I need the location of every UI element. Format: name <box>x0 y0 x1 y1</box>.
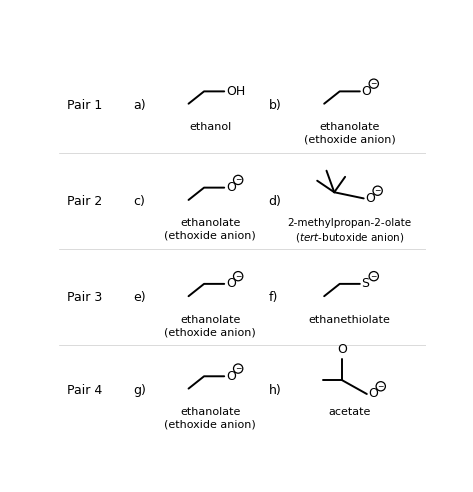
Text: O: O <box>337 343 347 356</box>
Text: O: O <box>226 370 236 383</box>
Text: acetate: acetate <box>329 407 371 417</box>
Text: Pair 1: Pair 1 <box>67 99 102 112</box>
Text: O: O <box>226 181 236 194</box>
Text: −: − <box>370 79 377 88</box>
Text: −: − <box>375 186 381 195</box>
Text: −: − <box>235 176 241 184</box>
Text: ethanolate
(ethoxide anion): ethanolate (ethoxide anion) <box>304 122 395 145</box>
Text: −: − <box>235 272 241 280</box>
Text: O: O <box>361 85 371 98</box>
Text: −: − <box>235 364 241 373</box>
Text: f): f) <box>268 291 278 304</box>
Text: c): c) <box>133 195 145 208</box>
Text: O: O <box>365 192 375 205</box>
Text: g): g) <box>133 384 146 397</box>
Text: OH: OH <box>226 85 245 98</box>
Text: b): b) <box>268 99 281 112</box>
Text: S: S <box>361 277 369 290</box>
Text: 2-methylpropan-2-olate
($\it{tert}$-butoxide anion): 2-methylpropan-2-olate ($\it{tert}$-buto… <box>288 218 412 245</box>
Text: ethanolate
(ethoxide anion): ethanolate (ethoxide anion) <box>165 315 256 337</box>
Text: Pair 3: Pair 3 <box>67 291 102 304</box>
Text: O: O <box>368 388 378 400</box>
Text: ethanol: ethanol <box>189 122 231 132</box>
Text: ethanolate
(ethoxide anion): ethanolate (ethoxide anion) <box>165 218 256 241</box>
Text: −: − <box>370 272 377 280</box>
Text: Pair 2: Pair 2 <box>67 195 102 208</box>
Text: ethanolate
(ethoxide anion): ethanolate (ethoxide anion) <box>165 407 256 430</box>
Text: Pair 4: Pair 4 <box>67 384 102 397</box>
Text: h): h) <box>268 384 281 397</box>
Text: a): a) <box>133 99 145 112</box>
Text: ethanethiolate: ethanethiolate <box>309 315 391 325</box>
Text: −: − <box>377 382 384 391</box>
Text: d): d) <box>268 195 281 208</box>
Text: e): e) <box>133 291 145 304</box>
Text: O: O <box>226 277 236 290</box>
